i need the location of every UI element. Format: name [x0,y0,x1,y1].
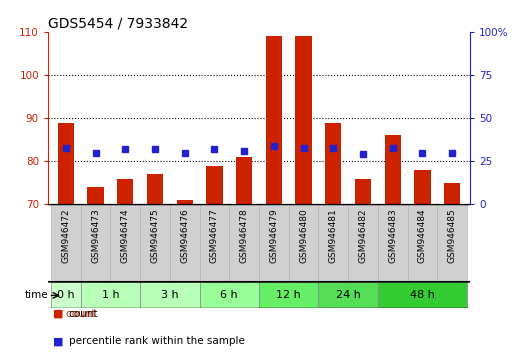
Text: GSM946485: GSM946485 [448,209,457,263]
Bar [319,205,348,282]
Bar [378,282,467,308]
Bar [81,205,110,282]
Bar [378,205,408,282]
Bar [295,36,312,205]
Bar [140,205,170,282]
Text: time: time [25,291,49,301]
Bar [206,166,223,205]
Bar [51,282,81,308]
Bar [266,36,282,205]
Text: GSM946473: GSM946473 [91,209,100,263]
Bar [177,200,193,205]
Bar [384,136,401,205]
Text: 0 h: 0 h [57,291,75,301]
Bar [414,170,430,205]
Bar [88,187,104,205]
Text: GSM946484: GSM946484 [418,209,427,263]
Text: GSM946476: GSM946476 [180,209,189,263]
Bar [289,205,319,282]
Text: GSM946474: GSM946474 [121,209,130,263]
Text: GSM946482: GSM946482 [358,209,367,263]
Text: ■: ■ [53,336,64,346]
Text: GSM946481: GSM946481 [329,209,338,263]
Bar [444,183,461,205]
Bar [259,282,319,308]
Text: ■: ■ [53,309,64,319]
Text: GSM946472: GSM946472 [61,209,70,263]
Text: 1 h: 1 h [102,291,119,301]
Bar [81,282,140,308]
Text: 48 h: 48 h [410,291,435,301]
Bar [355,178,371,205]
Bar [147,174,163,205]
Text: 24 h: 24 h [336,291,361,301]
Bar [408,205,437,282]
Text: GSM946475: GSM946475 [151,209,160,263]
Bar [199,205,229,282]
Text: percentile rank within the sample: percentile rank within the sample [69,336,244,346]
Bar [140,282,199,308]
Bar [259,205,289,282]
Text: GSM946483: GSM946483 [388,209,397,263]
Bar [229,205,259,282]
Bar [117,178,134,205]
Bar [236,157,252,205]
Bar [51,205,81,282]
Text: GSM946477: GSM946477 [210,209,219,263]
Bar [199,282,259,308]
Bar [325,122,341,205]
Text: 3 h: 3 h [161,291,179,301]
Text: GSM946478: GSM946478 [240,209,249,263]
Text: GSM946479: GSM946479 [269,209,278,263]
Text: GDS5454 / 7933842: GDS5454 / 7933842 [48,17,188,31]
Bar [348,205,378,282]
Text: 6 h: 6 h [221,291,238,301]
Bar [319,282,378,308]
Text: GSM946480: GSM946480 [299,209,308,263]
Text: ■ count: ■ count [53,309,96,319]
Bar [57,122,74,205]
Text: 12 h: 12 h [276,291,301,301]
Bar [437,205,467,282]
Bar [170,205,199,282]
Bar [110,205,140,282]
Text: count: count [69,309,98,319]
